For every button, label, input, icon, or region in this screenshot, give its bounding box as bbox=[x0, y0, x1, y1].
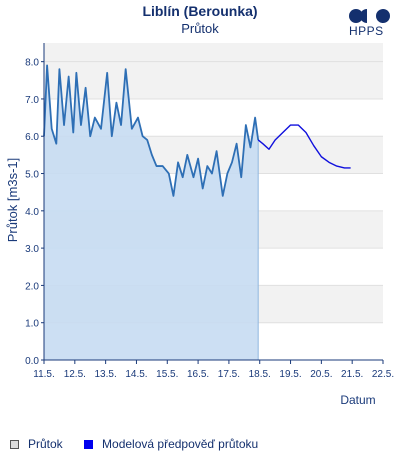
x-tick-label: 14.5. bbox=[125, 369, 147, 380]
logo-text: HPPS bbox=[349, 24, 384, 38]
axes-layer bbox=[43, 43, 383, 361]
x-tick-label: 20.5. bbox=[310, 369, 332, 380]
legend-swatch-model bbox=[84, 439, 94, 449]
legend: Průtok Modelová předpověď průtoku bbox=[10, 437, 276, 452]
series-layer bbox=[43, 64, 351, 361]
legend-item-observed[interactable]: Průtok bbox=[10, 437, 63, 451]
y-tick-label: 7.0 bbox=[25, 95, 39, 106]
x-tick-label: 17.5. bbox=[218, 369, 240, 380]
y-tick-label: 3.0 bbox=[25, 244, 39, 255]
chart-title: Liblín (Berounka) bbox=[142, 3, 258, 19]
x-tick-label: 16.5. bbox=[187, 369, 209, 380]
tick-labels: 0.0 1.0 2.0 3.0 4.0 5.0 6.0 7.0 8.0 11.5. 12.5. 13.… bbox=[25, 58, 394, 380]
logo-circle-left-icon bbox=[349, 9, 363, 23]
grid-band bbox=[44, 61, 383, 99]
model-line bbox=[257, 124, 351, 169]
y-axis-label: Průtok [m3s-1] bbox=[5, 158, 20, 243]
y-tick-label: 0.0 bbox=[25, 356, 39, 367]
hpps-logo bbox=[349, 9, 390, 23]
legend-label-observed: Průtok bbox=[28, 437, 63, 451]
x-tick-label: 12.5. bbox=[64, 369, 86, 380]
y-tick-label: 2.0 bbox=[25, 281, 39, 292]
y-tick-label: 6.0 bbox=[25, 132, 39, 143]
y-tick-label: 4.0 bbox=[25, 207, 39, 218]
x-tick-label: 18.5. bbox=[249, 369, 271, 380]
x-tick-label: 11.5. bbox=[33, 369, 55, 380]
x-tick-label: 19.5. bbox=[279, 369, 301, 380]
legend-swatch-observed bbox=[10, 439, 19, 449]
chart-subtitle: Průtok bbox=[181, 21, 219, 36]
y-tick-label: 5.0 bbox=[25, 170, 39, 181]
y-tick-label: 8.0 bbox=[25, 58, 39, 69]
x-tick-label: 22.5. bbox=[372, 369, 394, 380]
grid-band bbox=[44, 43, 383, 62]
x-axis-label: Datum bbox=[340, 393, 375, 407]
observed-line bbox=[43, 64, 260, 197]
x-tick-label: 21.5. bbox=[341, 369, 363, 380]
logo-halfcircle-icon bbox=[360, 9, 367, 23]
x-tick-label: 15.5. bbox=[156, 369, 178, 380]
observed-area bbox=[44, 65, 259, 361]
logo-circle-right-icon bbox=[376, 9, 390, 23]
x-tick-label: 13.5. bbox=[95, 369, 117, 380]
legend-item-model[interactable]: Modelová předpověď průtoku bbox=[84, 437, 258, 451]
flow-chart: 0.0 1.0 2.0 3.0 4.0 5.0 6.0 7.0 8.0 11.5. 12.5. 13.… bbox=[5, 43, 394, 407]
legend-label-model: Modelová předpověď průtoku bbox=[102, 437, 259, 451]
y-tick-label: 1.0 bbox=[25, 319, 39, 330]
